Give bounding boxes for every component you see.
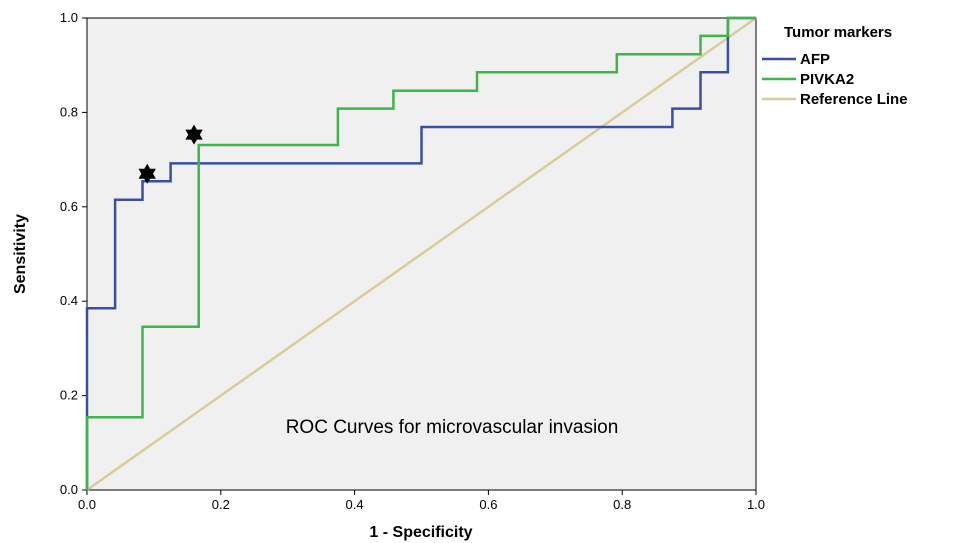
legend-title: Tumor markers	[784, 24, 892, 41]
star-marker-afp	[138, 163, 156, 184]
series-line-afp	[85, 16, 756, 490]
annotation-text: ROC Curves for microvascular invasion	[286, 417, 619, 438]
series-line-reference-line	[86, 16, 757, 492]
y-tick-label: 0.8	[60, 104, 78, 119]
x-axis-ticks: 0.0 0.2 0.4 0.6 0.8 1.0	[78, 490, 765, 512]
x-tick-label: 0.4	[346, 497, 364, 512]
y-tick-label: 0.2	[60, 388, 78, 403]
y-tick-label: 0.4	[60, 293, 78, 308]
legend: Tumor markers AFP PIVKA2 Reference Line	[762, 24, 908, 108]
legend-items: AFP PIVKA2 Reference Line	[762, 51, 908, 108]
x-tick-label: 0.6	[479, 497, 497, 512]
y-axis-title: Sensitivity	[12, 214, 29, 294]
series-line-pivka2	[85, 16, 756, 490]
y-tick-label: 1.0	[60, 10, 78, 25]
x-tick-label: 1.0	[747, 497, 765, 512]
legend-label-pivka2: PIVKA2	[800, 71, 854, 88]
x-tick-label: 0.0	[78, 497, 96, 512]
star-marker-pivka2	[185, 124, 203, 145]
star-marker-triangle-down	[138, 168, 156, 184]
x-tick-label: 0.2	[212, 497, 230, 512]
x-tick-label: 0.8	[613, 497, 631, 512]
y-axis-ticks: 0.0 0.2 0.4 0.6 0.8 1.0	[60, 10, 87, 497]
x-axis-title: 1 - Specificity	[369, 524, 472, 541]
legend-label-afp: AFP	[800, 51, 830, 68]
star-marker-triangle-down	[185, 129, 203, 145]
marker-layer	[138, 124, 203, 184]
y-tick-label: 0.6	[60, 199, 78, 214]
legend-label-reference-line: Reference Line	[800, 91, 908, 108]
y-tick-label: 0.0	[60, 482, 78, 497]
series-layer	[85, 16, 757, 492]
